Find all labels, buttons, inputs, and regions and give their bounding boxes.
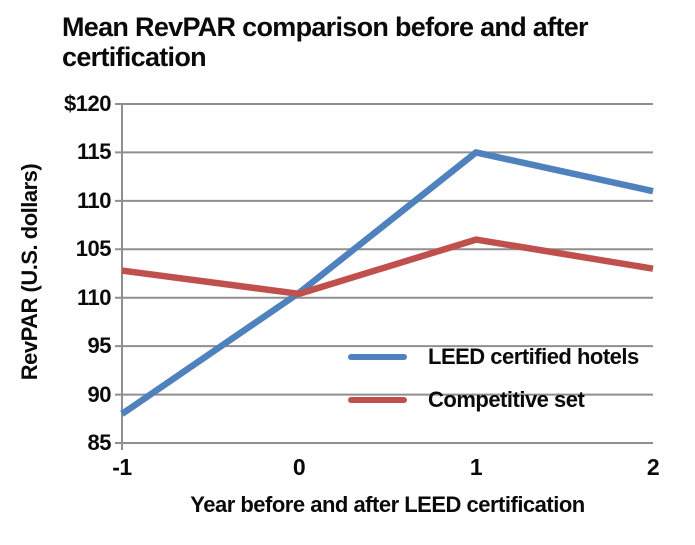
y-tick-label: 85 <box>87 430 112 455</box>
x-tick-label: 0 <box>292 454 306 480</box>
y-tick-label: 110 <box>77 187 112 213</box>
y-tick-label: $120 <box>64 91 111 116</box>
series-line-1 <box>121 236 654 298</box>
legend-label-competitive: Competitive set <box>428 387 585 412</box>
y-tick-label: 90 <box>87 381 112 407</box>
y-tick-label: 95 <box>87 333 112 359</box>
x-tick-label: 1 <box>469 454 483 480</box>
gridlines <box>115 103 653 444</box>
data-series-lines <box>120 149 654 417</box>
chart-title: Mean RevPAR comparison before and after … <box>62 12 589 72</box>
legend: LEED certified hotels Competitive set <box>348 344 639 430</box>
y-tick-label: 110 <box>77 284 112 310</box>
legend-label-leed: LEED certified hotels <box>428 344 639 369</box>
y-axis-title: RevPAR (U.S. dollars) <box>17 163 42 381</box>
x-tick-label: -1 <box>112 454 132 480</box>
legend-item-leed: LEED certified hotels <box>348 344 639 370</box>
legend-line-swatch-blue <box>348 354 407 360</box>
legend-line-swatch-red <box>348 397 407 403</box>
series-line-0 <box>120 149 654 417</box>
y-tick-label: 105 <box>75 236 112 262</box>
x-tick-label: 2 <box>646 454 660 480</box>
y-tick-label: 115 <box>77 139 112 165</box>
legend-item-competitive: Competitive set <box>348 387 639 413</box>
x-axis-title: Year before and after LEED certification <box>190 492 585 517</box>
